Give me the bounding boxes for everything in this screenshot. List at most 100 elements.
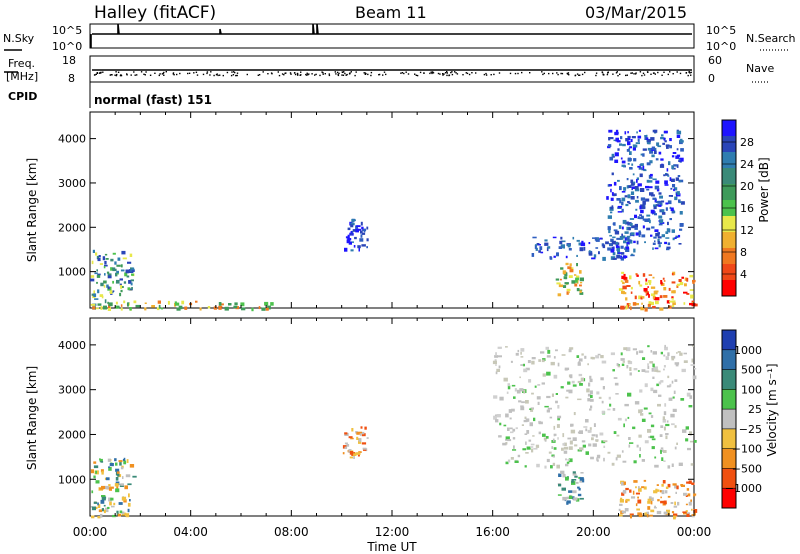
data-cell xyxy=(100,306,103,310)
nave-dot xyxy=(267,73,269,75)
data-cell xyxy=(525,418,530,422)
data-cell xyxy=(493,395,498,399)
data-cell xyxy=(505,439,509,441)
data-cell xyxy=(690,364,695,366)
data-cell xyxy=(557,293,562,297)
noise-sky-trace xyxy=(92,23,692,35)
data-cell xyxy=(620,305,625,310)
data-cell xyxy=(627,136,631,141)
data-cell xyxy=(655,232,660,237)
nave-dot xyxy=(456,73,459,75)
data-cell xyxy=(693,493,697,496)
nave-dot xyxy=(163,74,165,76)
data-cell xyxy=(131,270,135,272)
data-cell xyxy=(93,293,97,297)
data-cell xyxy=(645,291,649,294)
data-cell xyxy=(575,481,579,484)
data-cell xyxy=(591,257,596,260)
data-cell xyxy=(95,252,98,256)
data-cell xyxy=(350,249,354,252)
data-cell xyxy=(631,163,634,166)
data-cell xyxy=(676,134,681,138)
data-cell xyxy=(628,147,631,150)
data-cell xyxy=(576,239,580,242)
data-cell xyxy=(228,303,232,306)
nave-dot xyxy=(308,73,310,75)
nave-dot xyxy=(405,71,407,73)
data-cell xyxy=(101,495,106,498)
data-cell xyxy=(116,471,120,474)
data-cell xyxy=(538,359,541,362)
data-cell xyxy=(107,506,110,509)
data-cell xyxy=(558,246,563,249)
data-cell xyxy=(120,304,123,307)
cpid-label: CPID xyxy=(8,90,37,103)
nave-dot xyxy=(689,72,691,74)
data-cell xyxy=(639,173,643,178)
data-cell xyxy=(579,480,583,483)
data-cell xyxy=(636,131,638,134)
nave-dot xyxy=(176,73,178,76)
data-cell xyxy=(599,432,604,436)
data-cell xyxy=(671,155,675,158)
data-cell xyxy=(666,385,671,388)
data-cell xyxy=(118,502,123,505)
data-cell xyxy=(498,435,502,438)
data-cell xyxy=(527,360,531,364)
data-cell xyxy=(652,295,656,299)
data-cell xyxy=(551,393,554,397)
data-cell xyxy=(521,401,525,404)
data-cell xyxy=(640,197,646,201)
data-cell xyxy=(657,499,660,502)
data-cell xyxy=(546,371,551,376)
data-cell xyxy=(544,465,547,469)
data-cell xyxy=(537,401,540,405)
data-cell xyxy=(640,153,643,156)
data-cell xyxy=(658,204,662,207)
data-cell xyxy=(533,417,536,422)
nave-dot xyxy=(342,74,345,76)
data-cell xyxy=(657,145,662,148)
data-cell xyxy=(109,501,112,506)
data-cell xyxy=(671,165,674,170)
data-cell xyxy=(593,423,596,427)
data-cell xyxy=(591,434,596,437)
data-cell xyxy=(580,242,586,247)
data-cell xyxy=(610,188,612,193)
data-cell xyxy=(625,279,629,283)
data-cell xyxy=(104,253,108,256)
data-cell xyxy=(558,483,562,487)
data-cell xyxy=(679,138,683,141)
data-cell xyxy=(653,206,657,210)
data-cell xyxy=(631,253,634,256)
data-cell xyxy=(672,396,675,399)
data-cell xyxy=(642,357,646,360)
data-cell xyxy=(630,191,635,195)
data-cell xyxy=(617,205,623,208)
data-cell xyxy=(640,204,645,209)
data-cell xyxy=(634,227,638,230)
data-cell xyxy=(691,358,694,363)
search-tick-top: 10^5 xyxy=(706,24,736,37)
data-cell xyxy=(631,496,636,499)
data-cell xyxy=(652,376,655,379)
data-cell xyxy=(654,297,660,301)
data-cell xyxy=(366,246,368,249)
data-cell xyxy=(656,370,661,373)
data-cell xyxy=(658,244,661,248)
data-cell xyxy=(644,370,650,373)
data-cell xyxy=(619,236,624,240)
data-cell xyxy=(685,426,689,430)
data-cell xyxy=(101,485,106,490)
data-cell xyxy=(656,188,660,192)
data-cell xyxy=(96,255,99,260)
nave-dot xyxy=(370,71,373,74)
data-cell xyxy=(659,164,665,168)
data-cell xyxy=(632,173,635,176)
data-cell xyxy=(494,359,497,362)
data-cell xyxy=(258,306,261,310)
nave-dot xyxy=(322,71,324,74)
data-cell xyxy=(589,408,592,411)
data-cell xyxy=(652,276,655,279)
data-cell xyxy=(555,400,558,404)
